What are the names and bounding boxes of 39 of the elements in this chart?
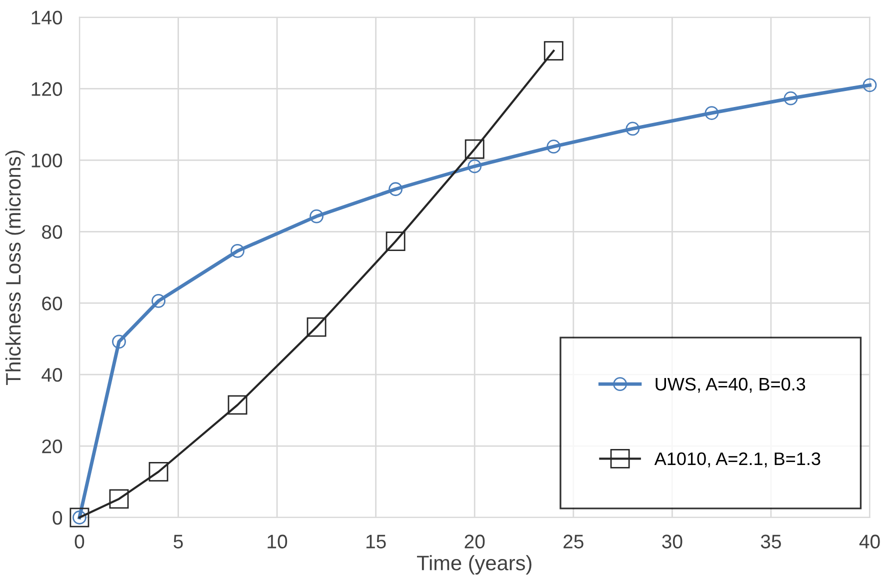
point xyxy=(704,106,719,120)
y-tick-label: 100 xyxy=(32,154,62,168)
point xyxy=(544,41,564,61)
point xyxy=(546,140,561,154)
y-tick-label: 140 xyxy=(32,10,62,24)
x-axis-title: Time (years) xyxy=(417,555,532,574)
point xyxy=(228,395,248,415)
x-tick-label: 0 xyxy=(74,534,84,548)
y-tick-label: 0 xyxy=(52,510,62,525)
y-tick-label: 40 xyxy=(42,368,62,382)
x-tick-label: 30 xyxy=(662,534,682,548)
y-tick-label: 80 xyxy=(42,225,62,239)
point xyxy=(862,78,877,92)
x-tick-label: 25 xyxy=(564,534,584,548)
legend-label: A1010, A=2.1, B=1.3 xyxy=(654,452,820,468)
point xyxy=(148,462,168,482)
point xyxy=(626,122,640,136)
x-tick-label: 35 xyxy=(760,534,781,548)
x-tick-label: 20 xyxy=(464,534,485,548)
point xyxy=(152,294,166,308)
x-tick-label: 15 xyxy=(366,534,386,548)
x-tick-label: 40 xyxy=(859,534,880,548)
point xyxy=(386,232,406,252)
point xyxy=(306,317,326,337)
x-tick-label: 5 xyxy=(174,534,183,548)
y-axis-title: Thickness Loss (microns) xyxy=(5,150,25,385)
point xyxy=(310,209,324,224)
point xyxy=(112,334,126,349)
point xyxy=(468,159,482,174)
point xyxy=(388,182,403,196)
x-tick-label: 10 xyxy=(268,534,288,548)
point xyxy=(109,489,129,509)
y-tick-label: 20 xyxy=(42,440,62,454)
y-tick-label: 120 xyxy=(32,82,62,96)
point xyxy=(230,244,244,258)
legend-label: UWS, A=40, B=0.3 xyxy=(656,378,806,393)
point xyxy=(464,139,484,159)
point xyxy=(784,91,798,106)
y-tick-label: 60 xyxy=(42,296,62,310)
